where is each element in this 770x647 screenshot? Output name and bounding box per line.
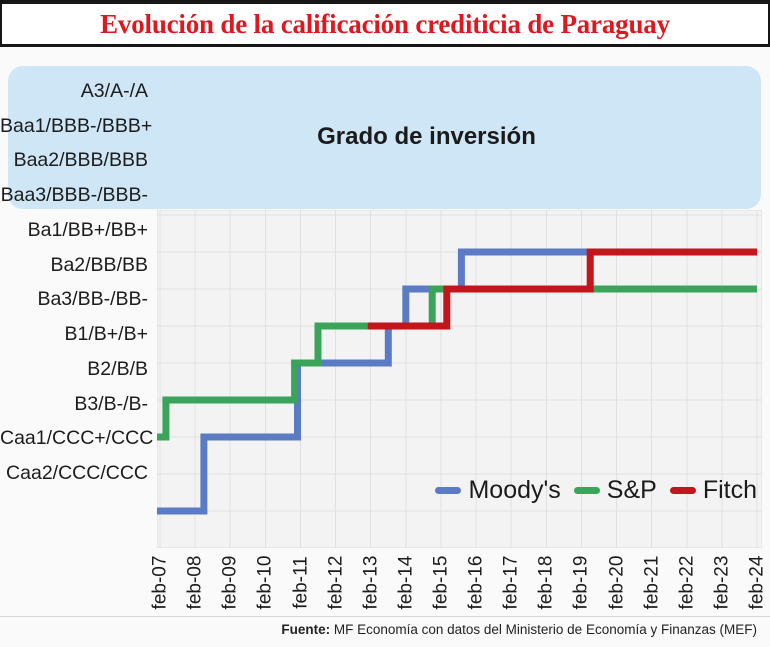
legend-label: S&P	[606, 476, 657, 504]
x-axis-label: feb-11	[290, 556, 311, 609]
source-label: Fuente:	[281, 622, 331, 637]
legend-dash-icon	[435, 487, 462, 494]
x-axis-label: feb-24	[746, 555, 768, 610]
x-axis-label: feb-08	[184, 555, 206, 610]
legend-item-fitch: Fitch	[669, 476, 757, 505]
y-axis-label: Ba2/BB/BB	[50, 253, 148, 276]
source-text: MF Economía con datos del Ministerio de …	[330, 622, 757, 637]
legend-label: Moody's	[468, 476, 561, 504]
legend-item-moodys: Moody's	[435, 476, 561, 505]
x-axis-label: feb-13	[360, 555, 382, 610]
investment-grade-label: Grado de inversión	[317, 123, 536, 150]
title-bar: Evolución de la calificación crediticia …	[0, 0, 770, 47]
x-axis-label: feb-21	[641, 555, 663, 610]
x-axis-label: feb-07	[149, 555, 171, 610]
x-axis-label: feb-10	[254, 555, 276, 610]
plot-area	[157, 210, 762, 548]
legend-dash-icon	[573, 487, 600, 494]
x-axis-label: feb-09	[219, 555, 241, 610]
x-axis-label: feb-16	[465, 555, 487, 610]
series-line-sp	[157, 285, 757, 441]
y-axis-label: Ba3/BB-/BB-	[37, 288, 148, 311]
legend-label: Fitch	[702, 476, 757, 504]
footer-divider	[0, 616, 770, 617]
x-axis-label: feb-19	[570, 555, 592, 610]
y-axis-label: Baa2/BBB/BBB	[13, 149, 148, 172]
x-axis-label: feb-17	[500, 555, 522, 610]
y-axis-label: B3/B-/B-	[74, 392, 148, 415]
y-axis-label: Ba1/BB+/BB+	[27, 218, 148, 241]
series-line-moodys	[157, 248, 757, 515]
x-axis-label: feb-23	[711, 555, 733, 610]
y-axis-label: Caa1/CCC+/CCC	[0, 427, 154, 450]
y-axis-label: Baa1/BBB-/BBB+	[0, 114, 153, 137]
y-axis-label: A3/A-/A	[80, 80, 148, 102]
y-axis-label: Baa3/BBB-/BBB-	[0, 184, 148, 207]
x-axis-label: feb-20	[606, 555, 627, 610]
x-axis-label: feb-14	[395, 555, 417, 610]
x-axis-label: feb-22	[676, 555, 698, 610]
investment-grade-band: Grado de inversión	[8, 66, 761, 209]
y-axis-label: Caa2/CCC/CCC	[6, 461, 148, 484]
x-axis-label: feb-18	[535, 555, 557, 610]
x-axis-label: feb-12	[325, 555, 347, 610]
series-line-fitch	[367, 248, 757, 330]
legend-item-sp: S&P	[573, 476, 657, 505]
x-axis-label: feb-15	[430, 555, 452, 610]
y-axis-label: B1/B+/B+	[64, 323, 148, 345]
legend: Moody's S&P Fitch	[435, 476, 757, 505]
chart-title: Evolución de la calificación crediticia …	[100, 8, 670, 39]
y-axis-label: B2/B/B	[87, 357, 148, 380]
source-line: Fuente: MF Economía con datos del Minist…	[0, 622, 757, 637]
legend-dash-icon	[669, 487, 696, 494]
